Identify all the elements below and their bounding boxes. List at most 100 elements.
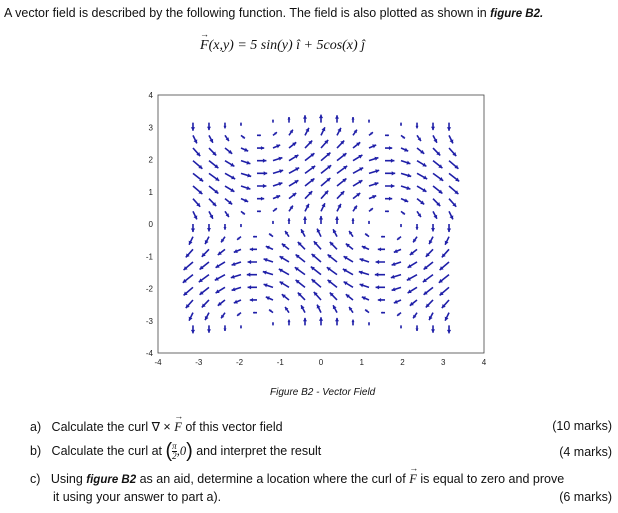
field-arrow	[182, 274, 194, 284]
field-arrow	[374, 272, 386, 277]
field-arrow	[288, 205, 294, 212]
field-arrow	[272, 144, 281, 149]
field-arrow	[425, 248, 434, 258]
field-arrow	[329, 291, 338, 301]
field-arrow	[281, 243, 290, 250]
field-arrow	[432, 198, 441, 207]
field-arrow	[446, 122, 452, 131]
field-arrow	[224, 185, 235, 193]
field-arrow	[240, 172, 252, 178]
field-arrow	[439, 261, 450, 271]
field-arrow	[240, 134, 246, 140]
field-arrow	[352, 141, 361, 149]
field-arrow	[343, 280, 354, 289]
field-arrow	[247, 259, 257, 265]
field-arrow	[334, 317, 340, 326]
vector-f: F	[174, 411, 183, 435]
field-arrow	[438, 274, 450, 284]
question-text: Calculate the curl ∇ ×	[51, 420, 175, 434]
y-tick-label: -3	[146, 317, 154, 326]
field-arrow	[265, 296, 274, 301]
field-arrow	[448, 147, 457, 157]
field-arrow	[385, 158, 395, 163]
field-arrow	[377, 247, 386, 252]
field-arrow	[316, 228, 322, 238]
field-arrow	[381, 235, 386, 238]
field-arrow	[310, 265, 322, 276]
field-arrow	[304, 203, 310, 212]
field-arrow	[351, 116, 355, 123]
field-arrow	[326, 266, 338, 276]
field-arrow	[287, 218, 291, 224]
field-arrow	[334, 115, 340, 123]
field-arrow	[190, 325, 196, 334]
x-tick-label: -4	[154, 358, 162, 367]
field-arrow	[263, 258, 274, 263]
marks-a: (10 marks)	[552, 419, 612, 433]
field-arrow	[268, 308, 274, 314]
field-arrow	[444, 236, 450, 246]
x-tick-label: -3	[195, 358, 203, 367]
field-arrow	[407, 286, 418, 294]
field-arrow	[313, 291, 322, 301]
field-arrow	[208, 147, 217, 157]
field-arrow	[302, 115, 308, 123]
field-arrow	[262, 270, 274, 276]
field-arrow	[192, 172, 204, 183]
field-arrow	[272, 169, 284, 175]
field-arrow	[352, 179, 363, 187]
question-text: of this vector field	[181, 420, 283, 434]
field-arrow	[359, 258, 370, 263]
field-arrow	[352, 166, 364, 175]
field-arrow	[215, 261, 226, 269]
marks-b: (4 marks)	[559, 445, 612, 459]
question-text: is equal to zero and prove	[416, 472, 565, 486]
field-arrow	[351, 319, 355, 326]
field-arrow	[400, 134, 406, 140]
field-arrow	[342, 268, 354, 276]
field-arrow	[368, 322, 370, 326]
field-arrow	[288, 166, 300, 175]
field-arrow	[302, 216, 308, 224]
field-arrow	[206, 224, 211, 232]
field-arrow	[231, 286, 242, 292]
field-arrow	[240, 147, 249, 152]
field-arrow	[432, 210, 438, 220]
field-arrow	[336, 140, 345, 149]
field-arrow	[318, 114, 324, 123]
field-arrow	[297, 241, 306, 250]
field-arrow	[320, 139, 329, 149]
field-arrow	[431, 224, 436, 232]
field-arrow	[320, 202, 326, 212]
field-arrow	[198, 274, 210, 283]
field-arrow	[287, 319, 291, 326]
field-arrow	[311, 278, 322, 288]
field-arrow	[192, 134, 198, 144]
field-arrow	[256, 183, 267, 189]
field-arrow	[206, 122, 211, 131]
field-arrow	[240, 325, 242, 329]
field-arrow	[385, 134, 389, 137]
field-arrow	[345, 293, 354, 301]
field-arrow	[304, 152, 315, 162]
field-arrow	[352, 129, 358, 136]
field-arrow	[361, 296, 370, 301]
field-arrow	[268, 232, 274, 238]
field-arrow	[256, 146, 265, 150]
field-arrow	[295, 253, 306, 263]
figure-reference: figure B2.	[490, 8, 544, 20]
point-rest: ,0	[176, 443, 187, 458]
field-arrow	[368, 220, 370, 224]
field-arrow	[432, 160, 443, 169]
field-arrow	[327, 279, 338, 288]
field-arrow	[223, 224, 227, 230]
field-arrow	[192, 185, 203, 195]
field-arrow	[391, 286, 402, 292]
field-arrow	[300, 304, 306, 314]
field-arrow	[320, 164, 332, 174]
x-tick-label: 2	[400, 358, 405, 367]
field-arrow	[204, 312, 210, 321]
field-arrow	[236, 312, 242, 317]
field-arrow	[192, 198, 201, 208]
field-arrow	[253, 311, 257, 314]
